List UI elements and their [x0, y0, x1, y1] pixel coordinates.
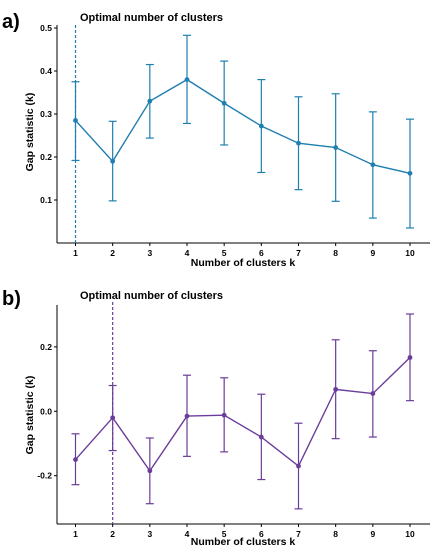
- series-line: [74, 78, 411, 175]
- panel-a-xlabel: Number of clusters k: [191, 257, 296, 269]
- data-point: [258, 123, 264, 129]
- x-tick-label: 10: [405, 529, 415, 539]
- data-point: [407, 170, 413, 176]
- data-point: [370, 162, 376, 168]
- data-point: [147, 98, 153, 104]
- panel-b-letter: b): [2, 288, 21, 310]
- x-tick-label: 7: [296, 248, 301, 258]
- x-tick-label: 8: [333, 248, 338, 258]
- data-point: [184, 77, 190, 82]
- data-point: [110, 158, 116, 164]
- series-line: [74, 356, 411, 473]
- data-point: [296, 140, 301, 146]
- y-tick-label: 0.4: [40, 66, 52, 76]
- data-point: [333, 386, 339, 392]
- x-tick-label: 4: [185, 248, 190, 258]
- data-point: [221, 412, 227, 418]
- x-tick-label: 3: [147, 529, 152, 539]
- panel-a-plot-area: 0.1 0.2 0.3 0.4 0.5 1 2 3 4 5 6 7 8 9 10: [40, 23, 415, 258]
- data-point: [221, 100, 227, 106]
- data-point: [407, 355, 413, 360]
- y-tick-label: 0.2: [40, 152, 52, 162]
- x-tick-label: 6: [259, 248, 264, 258]
- y-tick-label: 0.0: [40, 406, 52, 416]
- x-tick-label: 5: [222, 248, 227, 258]
- panel-b-title: Optimal number of clusters: [80, 290, 223, 302]
- panel-b: b) Optimal number of clusters Gap statis…: [2, 288, 430, 548]
- x-tick-label: 1: [73, 248, 78, 258]
- y-tick-label: 0.3: [40, 109, 52, 119]
- x-tick-label: 4: [185, 529, 190, 539]
- x-tick-label: 2: [110, 529, 115, 539]
- data-point: [73, 118, 78, 123]
- data-point: [73, 457, 78, 462]
- x-tick-label: 5: [222, 529, 227, 539]
- x-tick-label: 10: [405, 248, 415, 258]
- data-point: [333, 145, 339, 150]
- panel-b-ylabel: Gap statistic (k): [24, 376, 36, 455]
- y-tick-label: 0.5: [40, 23, 52, 33]
- y-tick-label: 0.1: [40, 195, 52, 205]
- x-tick-label: 6: [259, 529, 264, 539]
- x-tick-label: 9: [370, 529, 375, 539]
- panel-b-plot-area: -0.2 0.0 0.2 1 2 3 4 5 6 7 8 9 10: [37, 302, 415, 539]
- panel-a: a) Optimal number of clusters Gap statis…: [2, 11, 430, 269]
- data-point: [184, 413, 190, 419]
- panel-a-title: Optimal number of clusters: [80, 12, 223, 24]
- x-tick-label: 8: [333, 529, 338, 539]
- x-tick-label: 2: [110, 248, 115, 258]
- x-tick-label: 7: [296, 529, 301, 539]
- data-point: [258, 434, 264, 440]
- panel-a-ylabel: Gap statistic (k): [24, 93, 36, 172]
- panel-b-xlabel: Number of clusters k: [191, 536, 296, 548]
- data-point: [110, 415, 116, 421]
- data-point: [370, 391, 376, 396]
- y-tick-label: 0.2: [40, 342, 52, 352]
- data-point: [147, 468, 153, 474]
- x-tick-label: 9: [370, 248, 375, 258]
- x-tick-label: 3: [147, 248, 152, 258]
- data-point: [296, 463, 301, 469]
- y-tick-label: -0.2: [37, 471, 52, 481]
- x-tick-label: 1: [73, 529, 78, 539]
- panel-a-letter: a): [2, 11, 20, 33]
